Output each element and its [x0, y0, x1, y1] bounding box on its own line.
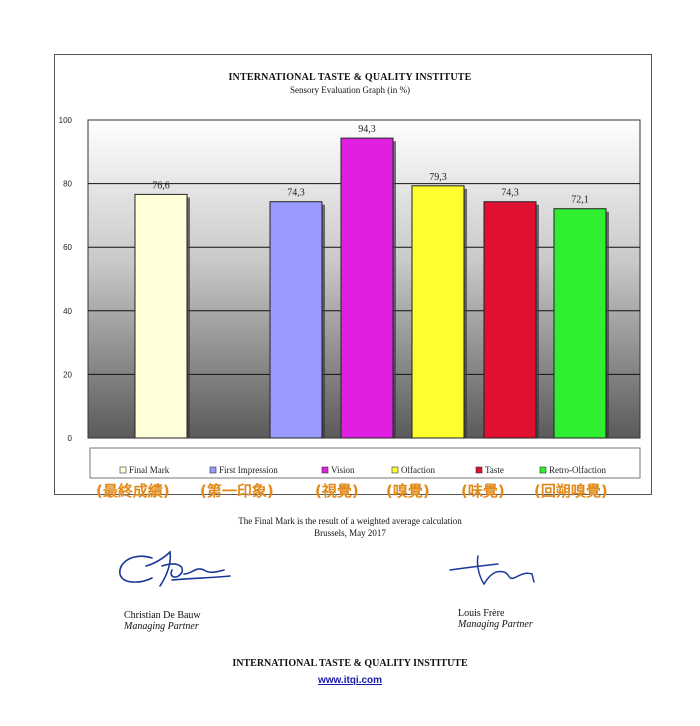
data-labels: 76,6 74,3 94,3 79,3 74,3 72,1: [152, 124, 589, 206]
y-tick-label: 60: [63, 243, 72, 252]
bar: [134, 193, 188, 439]
data-label: 79,3: [429, 172, 447, 183]
legend-label: Olfaction: [401, 465, 435, 475]
legend-box: [89, 447, 641, 479]
bar: [483, 201, 537, 439]
bar: [553, 208, 607, 439]
signatory-name: Louis Frère: [458, 608, 505, 619]
legend-label: Retro-Olfaction: [549, 465, 606, 475]
signatory-role: Managing Partner: [124, 621, 199, 632]
legend-cjk-label: (回朔嗅覺): [534, 482, 608, 500]
legend-cjk-row: (最終成績) (第一印象) (視覺) (嗅覺) (味覺) (回朔嗅覺): [96, 480, 656, 502]
signatory-name: Christian De Bauw: [124, 610, 201, 621]
legend-label: Final Mark: [129, 465, 170, 475]
legend-label: Vision: [331, 465, 355, 475]
chart-title: INTERNATIONAL TASTE & QUALITY INSTITUTE: [228, 72, 472, 83]
signatory-role: Managing Partner: [458, 619, 533, 630]
legend-swatch: [391, 466, 399, 474]
legend-cjk-label: (第一印象): [200, 482, 274, 500]
data-label: 74,3: [501, 188, 519, 199]
footer-title: INTERNATIONAL TASTE & QUALITY INSTITUTE: [232, 658, 468, 669]
legend-swatch: [119, 466, 127, 474]
legend-swatch: [209, 466, 217, 474]
legend: Final Mark First Impression Vision Olfactio…: [89, 447, 641, 479]
signature-frere: [449, 555, 535, 586]
legend-cjk-label: (視覺): [315, 482, 359, 500]
y-tick-label: 20: [63, 370, 72, 379]
y-tick-label: 80: [63, 180, 72, 189]
legend-cjk-label: (最終成績): [96, 482, 170, 500]
legend-swatch: [321, 466, 329, 474]
calc-note: The Final Mark is the result of a weight…: [238, 516, 462, 526]
signature-de-bauw: [119, 550, 231, 587]
bars: [134, 137, 609, 439]
bar: [269, 201, 323, 439]
data-label: 72,1: [571, 195, 589, 206]
legend-label: First Impression: [219, 465, 278, 475]
frame-bottom-rule: [54, 494, 652, 495]
legend-cjk-label: (嗅覺): [386, 482, 430, 500]
data-label: 76,6: [152, 180, 170, 191]
chart-subtitle: Sensory Evaluation Graph (in %): [290, 85, 410, 95]
data-label: 74,3: [287, 188, 305, 199]
legend-swatch: [539, 466, 547, 474]
legend-swatch: [475, 466, 483, 474]
place-date: Brussels, May 2017: [314, 528, 386, 538]
data-label: 94,3: [358, 124, 376, 135]
bar: [340, 137, 394, 439]
y-axis-ticks: 0 20 40 60 80 100: [59, 116, 73, 443]
legend-label: Taste: [485, 465, 504, 475]
y-tick-label: 0: [68, 434, 73, 443]
footer-link[interactable]: www.itqi.com: [317, 675, 383, 686]
y-tick-label: 100: [59, 116, 73, 125]
y-tick-label: 40: [63, 307, 72, 316]
legend-cjk-label: (味覺): [461, 482, 505, 500]
bar: [411, 185, 465, 439]
signatory-right: Louis Frère Managing Partner: [458, 608, 533, 630]
bar-chart: 0 20 40 60 80 100 76,6 74,3 94,3 79,3 74,3 72,1 Fi…: [59, 116, 641, 479]
signatory-left: Christian De Bauw Managing Partner: [124, 610, 201, 632]
